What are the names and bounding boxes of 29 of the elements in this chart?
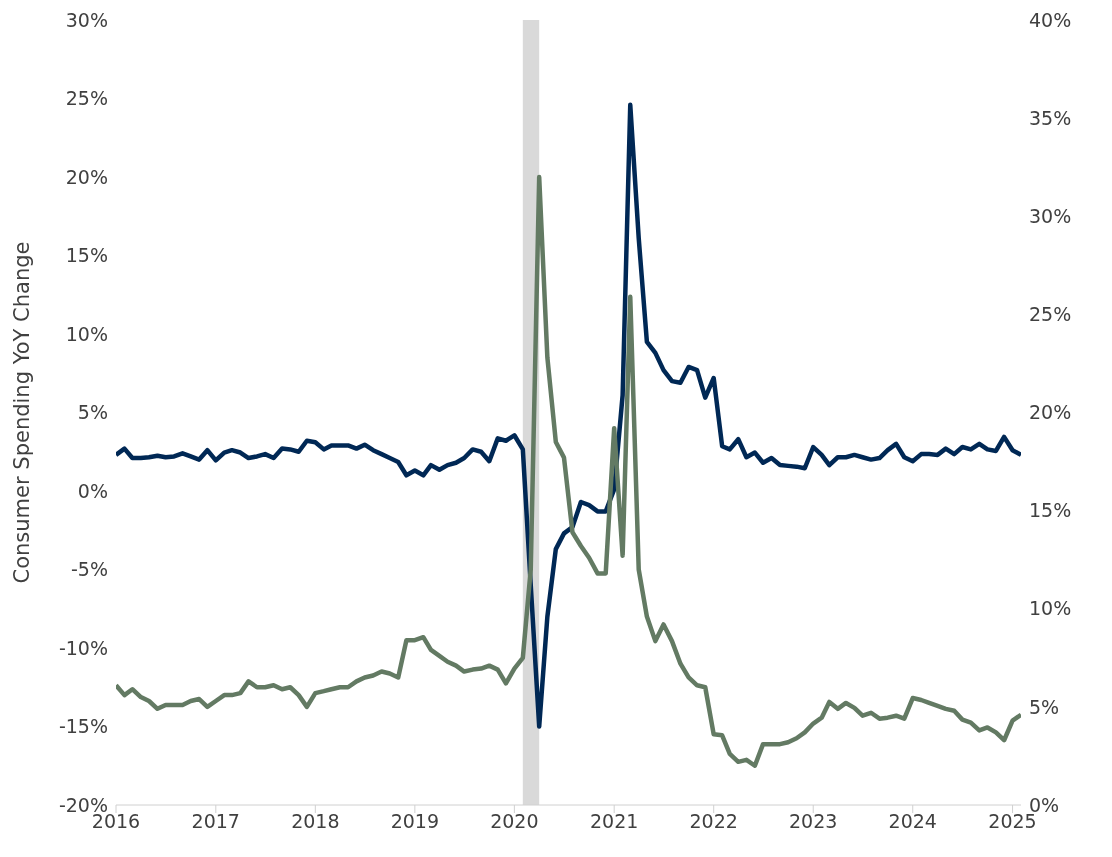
x-tick-label: 2023 bbox=[789, 810, 838, 833]
x-tick-label: 2021 bbox=[589, 810, 639, 833]
y2-tick-label: 15% bbox=[1029, 499, 1072, 522]
y2-tick-label: 30% bbox=[1029, 204, 1072, 227]
y-tick-label: 25% bbox=[65, 87, 108, 110]
line-series bbox=[116, 102, 1021, 729]
y-tick-label: 15% bbox=[65, 244, 108, 267]
y-tick-label: -10% bbox=[58, 636, 108, 659]
y2-tick-label: 20% bbox=[1029, 401, 1072, 424]
y2-tick-label: 35% bbox=[1029, 106, 1072, 129]
x-tick-label: 2019 bbox=[390, 810, 440, 833]
x-tick-label: 2020 bbox=[490, 810, 539, 833]
x-tick-label: 2022 bbox=[689, 810, 738, 833]
y2-tick-label: 10% bbox=[1029, 597, 1072, 620]
y-tick-label: 20% bbox=[65, 165, 108, 188]
y-tick-label: -5% bbox=[71, 558, 108, 581]
y2-tick-label: 25% bbox=[1029, 303, 1072, 326]
y-axis-title: Consumer Spending YoY Change bbox=[10, 241, 35, 584]
x-tick-label: 2024 bbox=[888, 810, 937, 833]
x-tick-label: 2018 bbox=[291, 810, 340, 833]
line-series bbox=[116, 174, 1021, 768]
y-tick-label: 5% bbox=[77, 401, 108, 424]
x-tick-label: 2017 bbox=[191, 810, 240, 833]
y-tick-label: 10% bbox=[65, 322, 108, 345]
y2-tick-label: 40% bbox=[1029, 8, 1072, 31]
y-tick-label: 0% bbox=[77, 479, 108, 502]
y-tick-label: 30% bbox=[65, 8, 108, 31]
y2-tick-label: 5% bbox=[1029, 695, 1060, 718]
y-tick-label: -15% bbox=[58, 715, 108, 738]
